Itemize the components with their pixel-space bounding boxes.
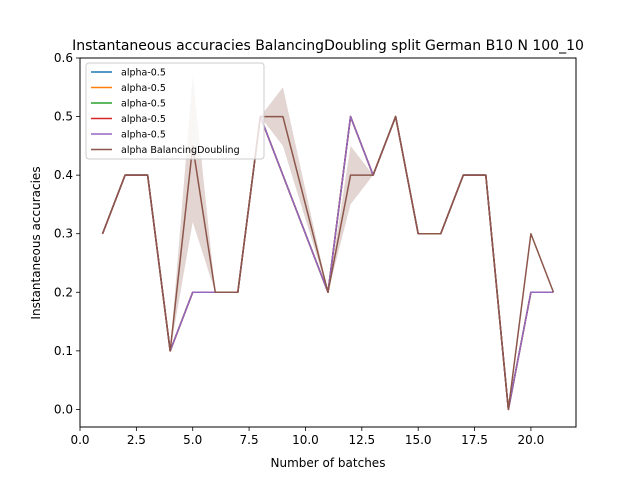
- plot-frame: [79, 57, 577, 428]
- y-tick-label: 0.5: [54, 110, 73, 124]
- series-line-2: [101, 115, 554, 411]
- x-tick-label: 7.5: [240, 433, 259, 447]
- chart-title: Instantaneous accuracies BalancingDoubli…: [72, 38, 584, 54]
- legend-label: alpha-0.5: [121, 83, 166, 94]
- series-line-0: [101, 115, 554, 411]
- y-tick-label: 0.0: [54, 402, 73, 416]
- x-tick-label: 17.5: [461, 433, 488, 447]
- series-line-3: [101, 115, 554, 411]
- legend-label: alpha-0.5: [121, 130, 166, 141]
- legend: alpha-0.5 alpha-0.5 alpha-0.5 alpha-0.5 alph…: [85, 62, 265, 160]
- y-tick-label: 0.3: [54, 227, 73, 241]
- series-line-5: [101, 115, 555, 411]
- y-tick-label: 0.6: [54, 51, 73, 65]
- legend-label: alpha-0.5: [121, 114, 166, 125]
- legend-label: alpha BalancingDoubling: [121, 145, 240, 156]
- x-axis-label: Number of batches: [271, 456, 386, 470]
- legend-box: [85, 62, 265, 160]
- y-tick-label: 0.4: [54, 168, 73, 182]
- x-tick-label: 0.0: [70, 433, 89, 447]
- x-tick-label: 10.0: [292, 433, 319, 447]
- x-tick-label: 15.0: [405, 433, 432, 447]
- legend-label: alpha-0.5: [121, 99, 166, 110]
- legend-label: alpha-0.5: [121, 68, 166, 79]
- x-tick-label: 20.0: [518, 433, 545, 447]
- x-tick-label: 2.5: [127, 433, 146, 447]
- x-tick-label: 12.5: [348, 433, 375, 447]
- y-axis-label: Instantaneous accuracies: [29, 166, 43, 319]
- series-line-4: [101, 115, 554, 411]
- series-line-1: [101, 115, 554, 411]
- y-tick-label: 0.1: [54, 344, 73, 358]
- x-tick-label: 5.0: [183, 433, 202, 447]
- y-tick-label: 0.2: [54, 285, 73, 299]
